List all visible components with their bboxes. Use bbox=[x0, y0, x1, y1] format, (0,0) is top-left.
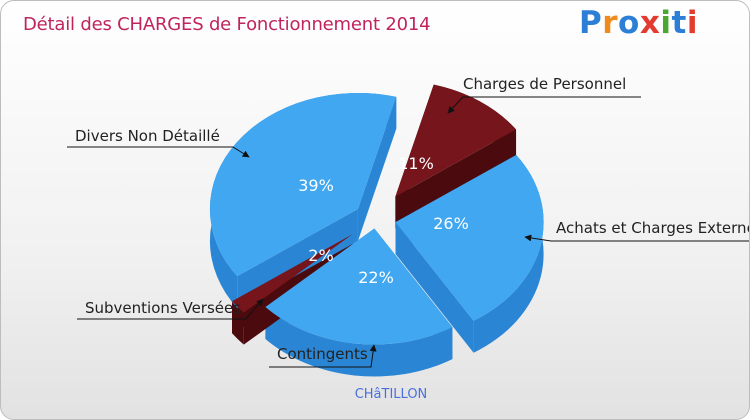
pie-slice-wall bbox=[395, 129, 517, 229]
city-label: CHâTILLON bbox=[354, 387, 428, 402]
logo-letter: i bbox=[686, 5, 698, 41]
logo-letter: P bbox=[579, 5, 603, 41]
leader-line bbox=[67, 146, 250, 158]
leader-line bbox=[524, 234, 749, 242]
leader-line bbox=[77, 298, 264, 320]
slice-category-label: Divers Non Détaillé bbox=[75, 127, 220, 145]
slice-category-label: Charges de Personnel bbox=[463, 75, 626, 93]
slice-category-label: Subventions Versées bbox=[85, 299, 241, 317]
chart-title: Détail des CHARGES de Fonctionnement 201… bbox=[23, 14, 431, 35]
pie-slice-divers-non-d-taill-[interactable] bbox=[209, 92, 397, 277]
leader-line bbox=[447, 96, 641, 114]
logo-letter: o bbox=[618, 5, 640, 41]
pie-slice-wall bbox=[357, 96, 397, 241]
slice-percent-label: 2% bbox=[308, 246, 333, 265]
slice-category-label: Achats et Charges Externes bbox=[556, 219, 750, 237]
pie-slice-contingents[interactable] bbox=[265, 228, 453, 345]
pie-slice-achats-et-charges-externes[interactable] bbox=[395, 154, 544, 321]
pie-slice-side bbox=[473, 154, 544, 353]
slice-percent-label: 11% bbox=[398, 154, 434, 173]
pie-slice-subventions-vers-es[interactable] bbox=[232, 234, 353, 313]
pie-slice-side bbox=[265, 307, 453, 377]
logo-letter: x bbox=[639, 5, 661, 41]
slice-category-label: Contingents bbox=[277, 345, 368, 363]
slice-percent-label: 26% bbox=[433, 214, 469, 233]
pie-slice-charges-de-personnel[interactable] bbox=[395, 84, 517, 197]
logo-letter: t bbox=[671, 5, 687, 41]
slice-percent-label: 22% bbox=[358, 268, 394, 287]
logo-letter: r bbox=[602, 5, 619, 41]
leader-line bbox=[269, 344, 377, 368]
slice-percent-label: 39% bbox=[298, 176, 334, 195]
logo-letter: i bbox=[660, 5, 672, 41]
pie-slice-wall bbox=[395, 222, 474, 353]
proxiti-logo[interactable]: Proxiti bbox=[579, 5, 698, 41]
